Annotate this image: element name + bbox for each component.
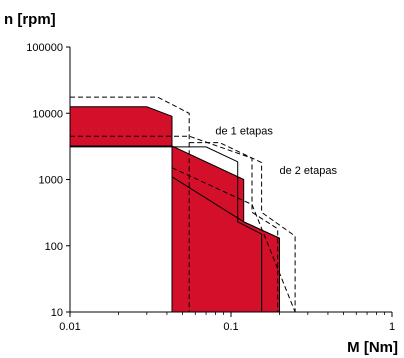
series-dashed-line-5 xyxy=(189,142,296,312)
series-dashed-line-4 xyxy=(70,135,279,312)
series-dashed-line-3 xyxy=(70,96,296,313)
x-tick-label-1: 0.1 xyxy=(223,321,238,333)
y-tick-label-1: 100 xyxy=(45,241,63,253)
x-tick-label-0: 0.01 xyxy=(59,321,80,333)
x-tick-label-2: 1 xyxy=(389,321,395,333)
y-tick-label-2: 1000 xyxy=(39,175,63,187)
series-solid-line-2 xyxy=(172,146,263,312)
label-layer: 10 100 1000 10000 100000 0.01 0.1 1 de 1 etapas d… xyxy=(26,42,395,333)
y-tick-label-4: 100000 xyxy=(26,42,63,54)
annotation-label-0: de 1 etapas xyxy=(215,125,273,137)
series-fill-region-0 xyxy=(69,106,280,313)
y-tick-label-0: 10 xyxy=(51,307,63,319)
y-axis-title: n [rpm] xyxy=(4,11,56,28)
annotation-label-1: de 2 etapas xyxy=(279,165,337,177)
y-tick-label-3: 10000 xyxy=(32,108,63,120)
axis-layer xyxy=(66,46,393,317)
series-solid-line-1 xyxy=(70,146,280,312)
x-axis-title: M [Nm] xyxy=(347,339,398,356)
